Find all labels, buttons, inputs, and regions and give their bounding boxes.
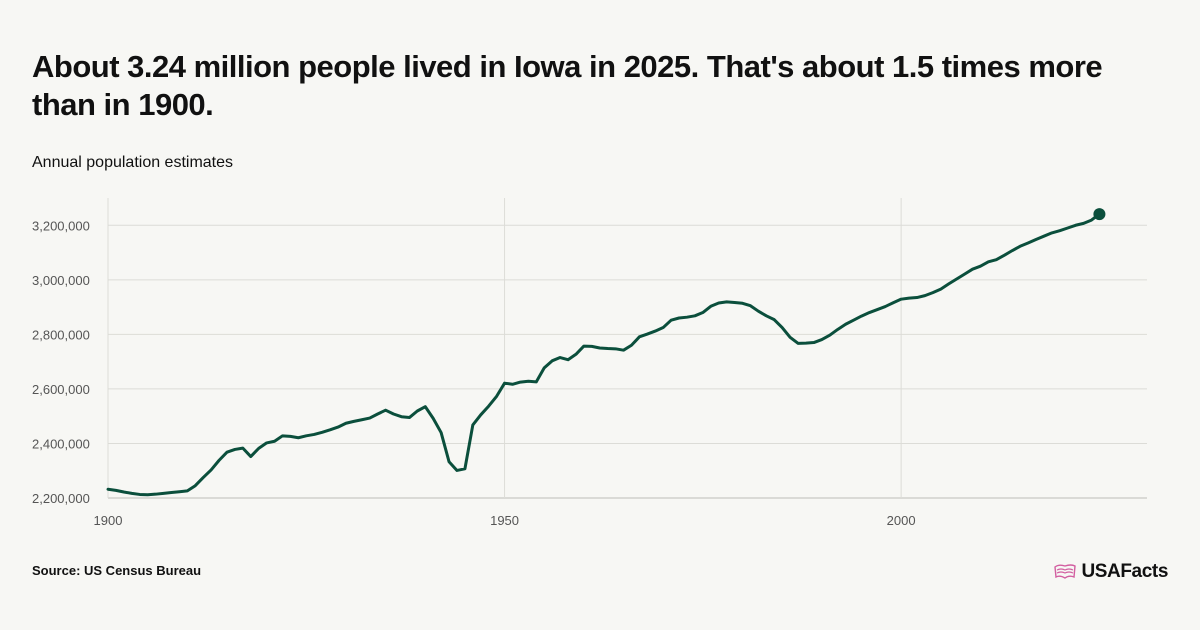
brand-wordmark: USAFacts [1081,561,1168,582]
y-axis-labels: 2,200,000 2,400,000 2,600,000 2,800,000 3,00… [32,218,90,506]
chart-title: About 3.24 million people lived in Iowa … [32,49,1103,122]
x-tick-label: 1900 [94,513,123,528]
y-tick-label: 2,400,000 [32,436,90,451]
y-tick-label: 2,600,000 [32,382,90,397]
population-line [106,212,1101,497]
latest-value-marker[interactable] [1093,208,1106,221]
chart-subtitle: Annual population estimates [32,154,234,171]
y-tick-label: 3,200,000 [32,218,90,233]
y-tick-label: 2,200,000 [32,491,90,506]
chart-grid [107,198,1147,499]
source-note: Source: US Census Bureau [32,563,202,578]
brand-logo: USAFacts [1053,561,1168,583]
plot-area [106,208,1106,497]
y-tick-label: 2,800,000 [32,327,90,342]
x-tick-label: 1950 [490,513,519,528]
y-tick-label: 3,000,000 [32,273,90,288]
x-tick-label: 2000 [887,513,916,528]
x-axis-labels: 1900 1950 2000 [94,513,916,528]
us-map-flag-icon [1054,564,1077,579]
